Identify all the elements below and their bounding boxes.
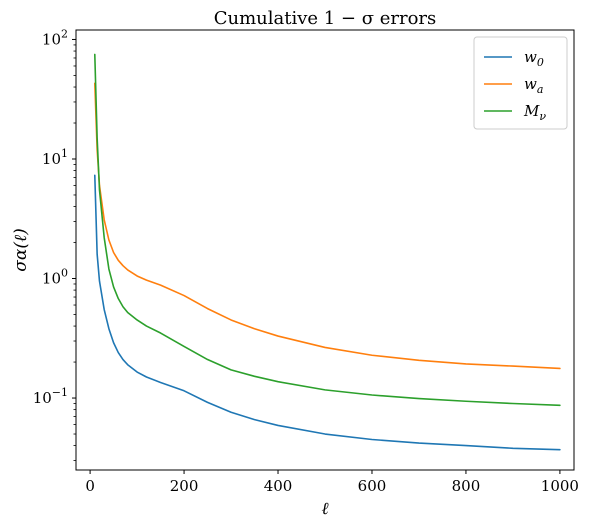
- y-tick-label: 101: [42, 147, 68, 168]
- y-tick-label: 10−1: [33, 386, 68, 407]
- series-line-1: [93, 82, 561, 370]
- x-axis-label: ℓ: [321, 499, 328, 519]
- legend-label-1: wa: [524, 75, 543, 96]
- series-line-2: [93, 53, 561, 407]
- series-line-0: [93, 174, 561, 451]
- y-axis: 10−1 100 101 102: [33, 27, 76, 461]
- y-tick-label: 100: [42, 267, 68, 288]
- series-layer: [93, 53, 561, 451]
- x-tick-label: 1000: [541, 477, 579, 495]
- legend-label-2: Mν: [523, 102, 546, 123]
- y-tick-label: 102: [42, 27, 68, 48]
- legend: w0 wa Mν: [473, 36, 568, 130]
- chart-title: Cumulative 1 − σ errors: [214, 8, 437, 29]
- y-axis-label: σα(ℓ): [11, 228, 31, 271]
- x-tick-label: 0: [85, 477, 95, 495]
- plot-frame: [75, 29, 575, 471]
- x-tick-label: 400: [264, 477, 293, 495]
- x-tick-label: 200: [170, 477, 199, 495]
- x-tick-label: 800: [452, 477, 481, 495]
- x-axis: 0 200 400 600 800 1000: [85, 470, 579, 495]
- legend-label-0: w0: [524, 48, 544, 69]
- x-tick-label: 600: [358, 477, 387, 495]
- legend-box: [473, 36, 568, 130]
